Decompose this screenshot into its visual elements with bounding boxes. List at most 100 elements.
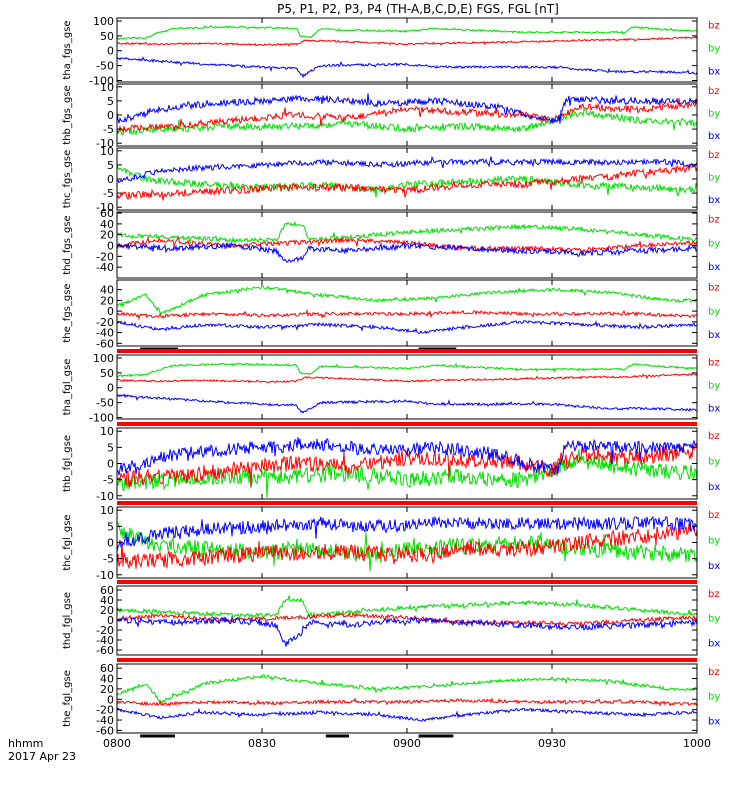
legend-label-bx: bx [708,482,720,493]
panel-series-group [117,515,697,572]
panel-series-group [117,284,697,335]
y-tick-label: -40 [96,327,114,340]
panel-separator-bar [117,580,697,584]
legend-label-by: by [708,109,720,120]
legend-label-by: by [708,306,720,317]
footer-time-label: hhmm [8,737,43,750]
panel-tha_fgl_gse: 100 50 0 -50 -100 tha_fgl_gse bz by bx [62,352,720,425]
panel-series-group [117,220,697,264]
legend-label-bz: bz [708,283,720,294]
legend-label-by: by [708,692,720,703]
y-tick-label: 10 [100,145,114,158]
x-tick-label: 0800 [103,737,131,750]
y-axis-label: thc_fgs_gse [62,150,73,209]
legend-label-bz: bz [708,431,720,442]
y-tick-label: -5 [103,553,114,566]
y-tick-label: 20 [100,683,114,696]
y-tick-label: 60 [100,584,114,597]
y-tick-label: 40 [100,218,114,231]
y-tick-label: 20 [100,604,114,617]
y-axis-label: thb_fgs_gse [62,85,73,144]
y-tick-label: 50 [100,367,114,380]
y-tick-label: 10 [100,504,114,517]
y-axis-label: the_fgl_gse [62,670,73,727]
series-line-bz [117,523,697,570]
y-tick-label: 40 [100,673,114,686]
y-tick-label: 0 [107,614,114,627]
series-line-by [117,521,697,572]
y-axis-label: tha_fgs_gse [62,20,73,79]
y-axis-label: thd_fgl_gse [62,592,73,649]
y-tick-label: -20 [96,250,114,263]
y-tick-label: -10 [96,201,114,214]
y-tick-label: 0 [107,693,114,706]
legend-label-bz: bz [708,20,720,31]
panel-tha_fgs_gse: 100 50 0 -50 -100 tha_fgs_gse bz by bx [62,15,720,88]
panel-series-group [117,362,697,414]
chart-title: P5, P1, P2, P3, P4 (TH-A,B,C,D,E) FGS, F… [277,2,559,16]
panel-thc_fgl_gse: 10 5 0 -5 -10 thc_fgl_gse bz by bx [62,504,720,582]
panel-series-group [117,674,697,722]
legend-label-bz: bz [708,215,720,226]
series-line-bz [117,697,697,707]
series-line-by [117,220,697,245]
y-tick-label: 60 [100,662,114,675]
series-line-bx [117,241,697,264]
y-tick-label: -5 [103,123,114,136]
panel-series-group [117,155,697,201]
y-tick-label: 20 [100,294,114,307]
panel-thb_fgl_gse: 10 5 0 -5 -10 thb_fgl_gse bz by bx [62,425,720,503]
series-line-bx [117,615,697,647]
y-tick-label: 0 [107,45,114,58]
series-line-bz [117,235,697,254]
legend-label-bz: bz [708,667,720,678]
y-tick-label: -20 [96,704,114,717]
series-line-by [117,449,697,498]
legend-label-bx: bx [708,639,720,650]
series-line-by [117,362,697,378]
y-tick-label: -100 [89,412,114,425]
series-line-bz [117,308,697,321]
y-tick-label: -40 [96,261,114,274]
legend-label-by: by [708,614,720,625]
y-tick-label: 100 [93,352,114,365]
y-tick-label: 40 [100,594,114,607]
legend-label-bz: bz [708,589,720,600]
y-tick-label: 5 [107,159,114,172]
y-tick-label: -20 [96,624,114,637]
y-tick-label: -10 [96,137,114,150]
panel-separator-bar [117,349,697,353]
legend-label-bx: bx [708,66,720,77]
y-tick-label: 20 [100,229,114,242]
y-tick-label: 5 [107,441,114,454]
series-line-bz [117,442,697,488]
series-line-by [117,674,697,705]
panel-series-group [117,595,697,647]
panel-frame [116,83,698,147]
y-tick-label: 60 [100,207,114,220]
y-axis-label: the_fgs_gse [62,283,73,342]
x-tick-label: 0900 [393,737,421,750]
y-tick-label: -40 [96,634,114,647]
series-line-by [117,165,697,198]
series-line-bz [117,35,697,47]
legend-label-bx: bx [708,561,720,572]
panel-separator-bar [117,658,697,662]
series-line-by [117,24,697,41]
legend-label-bx: bx [708,195,720,206]
y-tick-label: -60 [96,724,114,737]
series-line-by [117,284,697,315]
y-tick-label: 40 [100,284,114,297]
panel-series-group [117,93,697,136]
legend-label-by: by [708,173,720,184]
series-line-by [117,108,697,136]
legend-label-by: by [708,457,720,468]
y-tick-label: 0 [107,537,114,550]
y-tick-label: -60 [96,644,114,657]
